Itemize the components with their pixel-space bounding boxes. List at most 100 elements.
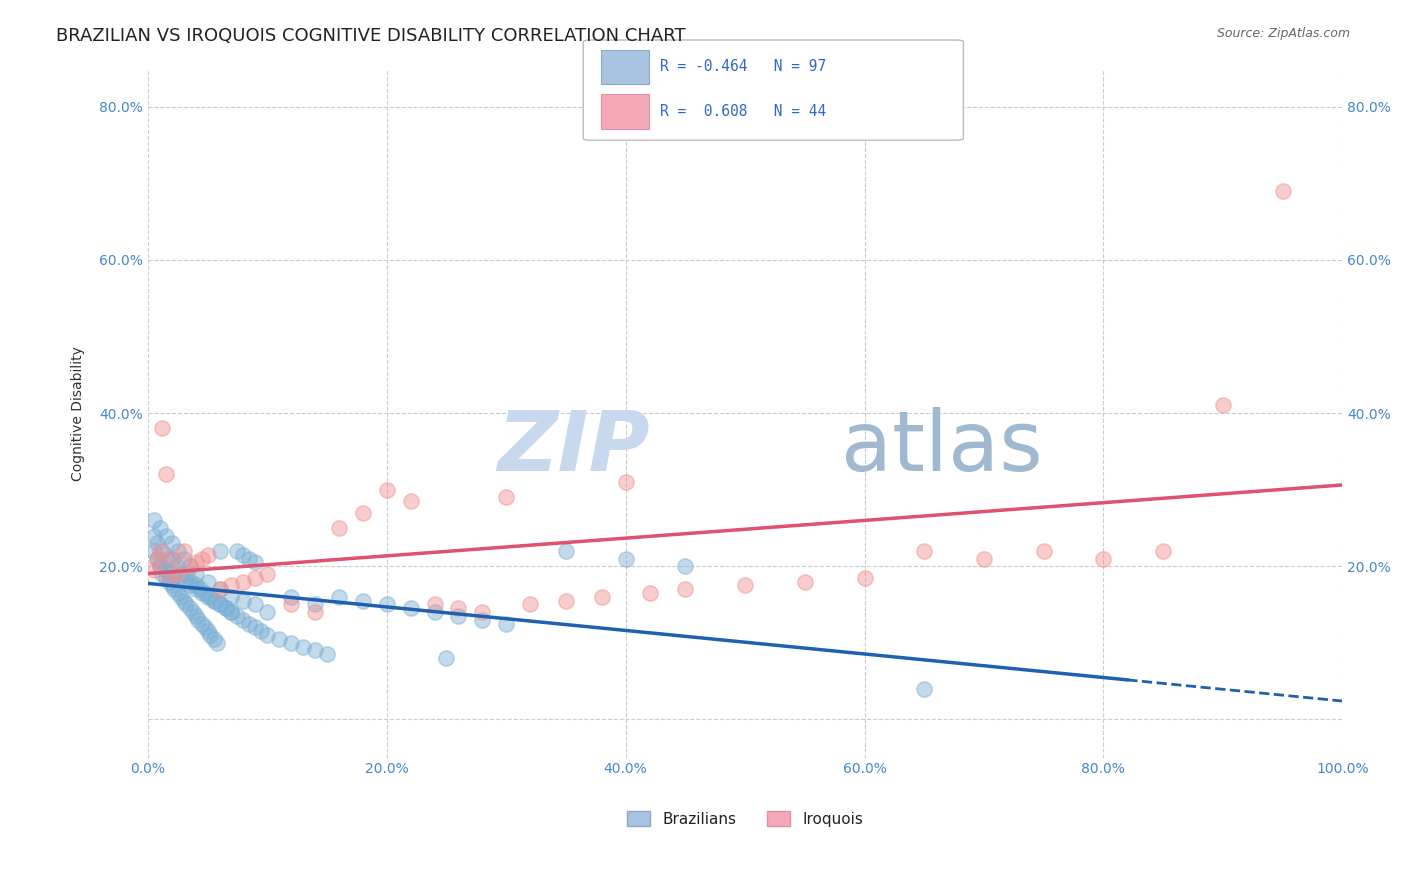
Point: [614, 475, 637, 489]
Point: [221, 605, 243, 619]
Point: [214, 601, 236, 615]
Point: [157, 571, 180, 585]
Point: [208, 582, 231, 597]
Point: [179, 559, 201, 574]
Point: [375, 598, 398, 612]
Text: ZIP: ZIP: [496, 407, 650, 488]
Point: [399, 601, 422, 615]
Point: [221, 578, 243, 592]
Point: [269, 632, 291, 646]
Point: [208, 544, 231, 558]
Point: [673, 559, 696, 574]
Point: [184, 578, 207, 592]
Point: [174, 566, 197, 581]
Point: [245, 571, 267, 585]
Point: [146, 536, 169, 550]
Point: [150, 544, 173, 558]
Point: [166, 566, 188, 581]
Point: [245, 620, 267, 634]
Point: [174, 598, 197, 612]
Point: [184, 566, 207, 581]
Point: [352, 506, 374, 520]
Text: BRAZILIAN VS IROQUOIS COGNITIVE DISABILITY CORRELATION CHART: BRAZILIAN VS IROQUOIS COGNITIVE DISABILI…: [56, 27, 686, 45]
Point: [160, 551, 183, 566]
Point: [232, 593, 254, 607]
Point: [238, 616, 260, 631]
Point: [197, 624, 219, 639]
Point: [190, 582, 212, 597]
Point: [149, 521, 172, 535]
Point: [146, 551, 169, 566]
Point: [328, 590, 350, 604]
Point: [149, 559, 172, 574]
Point: [142, 544, 165, 558]
Point: [160, 566, 183, 581]
Point: [202, 632, 225, 646]
Point: [912, 544, 935, 558]
Point: [226, 544, 249, 558]
Point: [160, 551, 183, 566]
Point: [142, 528, 165, 542]
Point: [423, 598, 446, 612]
Point: [304, 598, 326, 612]
Point: [163, 582, 186, 597]
Point: [184, 609, 207, 624]
Point: [170, 590, 193, 604]
Point: [238, 551, 260, 566]
Point: [554, 593, 576, 607]
Point: [591, 590, 613, 604]
Point: [519, 598, 541, 612]
Point: [853, 571, 876, 585]
Point: [190, 616, 212, 631]
Text: atlas: atlas: [841, 407, 1042, 488]
Point: [734, 578, 756, 592]
Point: [173, 551, 195, 566]
Point: [208, 598, 231, 612]
Point: [166, 586, 188, 600]
Point: [912, 681, 935, 696]
Point: [793, 574, 815, 589]
Point: [256, 566, 278, 581]
FancyBboxPatch shape: [602, 94, 650, 128]
Point: [280, 636, 302, 650]
Point: [181, 605, 204, 619]
Point: [232, 548, 254, 562]
Point: [375, 483, 398, 497]
Point: [149, 544, 172, 558]
Point: [184, 582, 207, 597]
Point: [471, 613, 494, 627]
Y-axis label: Cognitive Disability: Cognitive Disability: [72, 345, 86, 481]
Point: [166, 544, 188, 558]
Point: [614, 551, 637, 566]
Point: [673, 582, 696, 597]
Point: [292, 640, 315, 654]
Point: [194, 586, 217, 600]
Point: [160, 536, 183, 550]
Point: [202, 593, 225, 607]
Point: [166, 571, 188, 585]
Point: [447, 601, 470, 615]
Point: [1092, 551, 1115, 566]
Point: [495, 616, 517, 631]
Point: [190, 586, 212, 600]
Point: [197, 574, 219, 589]
Point: [198, 628, 221, 642]
Point: [155, 563, 177, 577]
Point: [245, 598, 267, 612]
Point: [352, 593, 374, 607]
Point: [155, 467, 177, 482]
Point: [198, 590, 221, 604]
Point: [194, 620, 217, 634]
FancyBboxPatch shape: [602, 50, 650, 85]
Point: [280, 590, 302, 604]
Point: [447, 609, 470, 624]
Text: Source: ZipAtlas.com: Source: ZipAtlas.com: [1216, 27, 1350, 40]
Point: [156, 551, 179, 566]
Point: [173, 544, 195, 558]
Point: [245, 555, 267, 569]
Text: R = -0.464   N = 97: R = -0.464 N = 97: [659, 60, 827, 74]
Point: [179, 559, 201, 574]
Point: [214, 601, 236, 615]
Point: [179, 601, 201, 615]
Point: [226, 609, 249, 624]
